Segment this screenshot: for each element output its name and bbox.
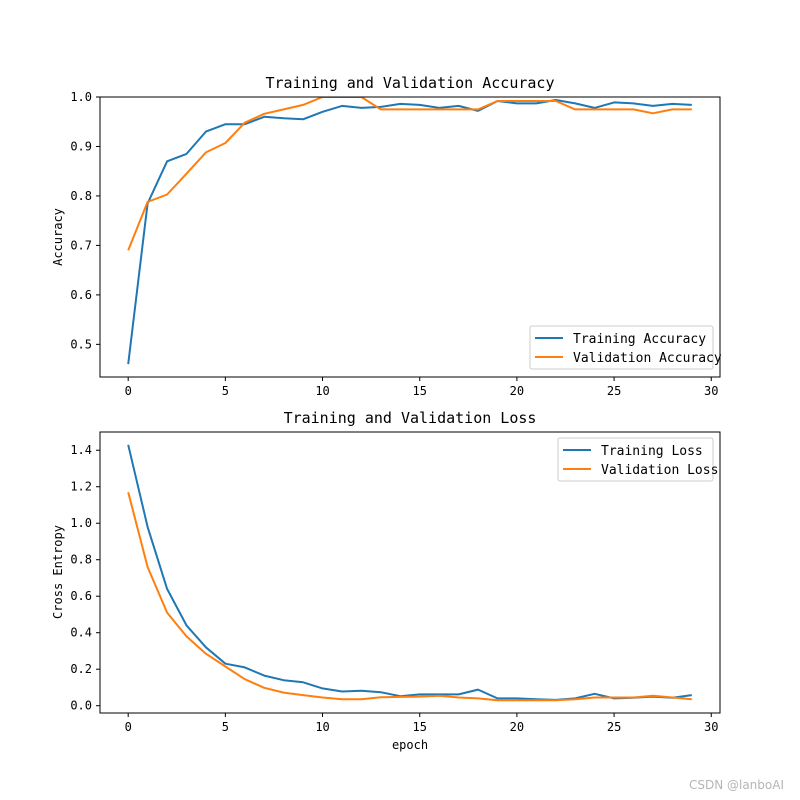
- accuracy-x-tick-label-30: 30: [704, 384, 718, 398]
- loss-legend-frame: [557, 437, 714, 482]
- loss-x-tick-label-20: 20: [510, 720, 524, 734]
- accuracy-y-axis-label: Accuracy: [51, 208, 65, 266]
- accuracy-y-tick-label-2: 0.7: [70, 238, 92, 252]
- loss-y-axis-label: Cross Entropy: [51, 525, 65, 619]
- accuracy-x-tick-label-20: 20: [510, 384, 524, 398]
- legend-label-validation-accuracy: Validation Accuracy: [573, 351, 722, 366]
- loss-y-tick-label-3: 0.6: [70, 589, 92, 603]
- loss-y-tick-label-6: 1.2: [70, 480, 92, 494]
- loss-legend: Training Loss Validation Loss: [557, 437, 718, 482]
- loss-series-line-validation-loss: [127, 491, 692, 702]
- accuracy-x-tick-label-25: 25: [607, 384, 621, 398]
- loss-x-tick-label-0: 0: [125, 720, 132, 734]
- accuracy-chart-title: Training and Validation Accuracy: [266, 74, 555, 92]
- loss-chart-title: Training and Validation Loss: [284, 409, 537, 427]
- accuracy-axes-frame: [99, 96, 721, 378]
- accuracy-x-tick-label-15: 15: [412, 384, 426, 398]
- loss-y-tick-label-7: 1.4: [70, 443, 92, 457]
- accuracy-legend-frame: [529, 325, 714, 370]
- loss-x-axis-label: epoch: [392, 738, 428, 752]
- accuracy-plot-area: 0 5 10 15 20 25 30 0.5 0.6 0.7 0.8 0.9 1.0: [70, 90, 718, 398]
- accuracy-series-line-validation-accuracy: [127, 97, 692, 251]
- loss-x-tick-label-25: 25: [607, 720, 621, 734]
- accuracy-x-tick-label-10: 10: [315, 384, 329, 398]
- accuracy-chart: Training and Validation Accuracy 0 5 10 15 2…: [51, 74, 722, 398]
- legend-label-training-loss: Training Loss: [601, 444, 703, 459]
- legend-label-training-accuracy: Training Accuracy: [573, 332, 706, 347]
- accuracy-x-tick-label-5: 5: [222, 384, 229, 398]
- loss-y-tick-label-0: 0.0: [70, 699, 92, 713]
- accuracy-x-tick-label-0: 0: [125, 384, 132, 398]
- legend-label-validation-loss: Validation Loss: [601, 463, 718, 478]
- accuracy-legend: Training Accuracy Validation Accuracy: [529, 325, 722, 370]
- loss-plot-area: 0 5 10 15 20 25 30 0.0 0.2 0.4 0.6 0.8 1.0 1.2 1.4: [70, 443, 718, 734]
- loss-x-tick-label-15: 15: [412, 720, 426, 734]
- accuracy-y-tick-label-0: 0.5: [70, 337, 92, 351]
- loss-series-line-training-loss: [127, 444, 692, 701]
- loss-y-tick-label-2: 0.4: [70, 626, 92, 640]
- accuracy-y-tick-label-1: 0.6: [70, 288, 92, 302]
- loss-x-tick-label-5: 5: [222, 720, 229, 734]
- loss-y-tick-label-1: 0.2: [70, 662, 92, 676]
- accuracy-y-tick-label-4: 0.9: [70, 139, 92, 153]
- watermark: CSDN @lanboAI: [688, 778, 784, 792]
- loss-chart: Training and Validation Loss 0 5 10 15 20 25 3…: [51, 409, 721, 752]
- loss-x-tick-label-30: 30: [704, 720, 718, 734]
- accuracy-series-line-training-accuracy: [127, 99, 692, 365]
- loss-y-tick-label-5: 1.0: [70, 516, 92, 530]
- accuracy-y-tick-label-5: 1.0: [70, 90, 92, 104]
- loss-axes-frame: [99, 431, 721, 714]
- loss-x-tick-label-10: 10: [315, 720, 329, 734]
- loss-y-tick-label-4: 0.8: [70, 553, 92, 567]
- accuracy-y-tick-label-3: 0.8: [70, 189, 92, 203]
